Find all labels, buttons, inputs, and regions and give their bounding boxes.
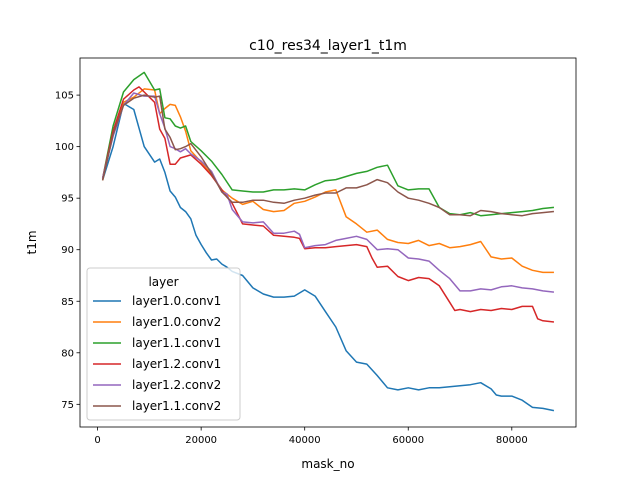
y-axis-ticks: 75 80 85 90 95 100 105	[55, 91, 80, 411]
y-tick-label: 95	[61, 194, 74, 205]
y-tick-label: 105	[55, 91, 74, 102]
legend-box	[86, 267, 241, 421]
y-tick-label: 100	[55, 142, 74, 153]
x-axis-label: mask_no	[301, 457, 354, 471]
x-tick-label: 0	[94, 435, 100, 446]
legend-title: layer	[148, 275, 178, 289]
series-line-3	[101, 71, 555, 217]
chart-title: c10_res34_layer1_t1m	[249, 38, 407, 54]
legend-label-6: layer1.1.conv2	[132, 399, 221, 413]
series-line-1	[101, 102, 555, 412]
x-tick-label: 40000	[289, 435, 321, 446]
legend: layer layer1.0.conv1layer1.0.conv2layer1…	[86, 267, 241, 421]
series-line-6	[101, 94, 555, 217]
legend-label-3: layer1.1.conv1	[132, 336, 221, 350]
y-tick-label: 80	[61, 348, 74, 359]
axes-frame	[79, 57, 577, 428]
series-line-4	[101, 86, 555, 323]
legend-label-2: layer1.0.conv2	[132, 315, 221, 329]
x-axis-ticks: 0 20000 40000 60000 80000	[94, 427, 528, 446]
x-tick-label: 60000	[392, 435, 424, 446]
legend-items: layer1.0.conv1 layer1.0.conv2 layer1.1.con…	[93, 294, 221, 413]
series-lines	[101, 71, 555, 412]
y-axis-label: t1m	[25, 230, 39, 254]
legend-label-1: layer1.0.conv1	[132, 294, 221, 308]
y-tick-label: 90	[61, 245, 74, 256]
y-tick-label: 75	[61, 400, 74, 411]
y-tick-label: 85	[61, 297, 74, 308]
series-line-2	[101, 88, 554, 274]
legend-label-5: layer1.2.conv2	[132, 378, 221, 392]
x-tick-label: 20000	[185, 435, 217, 446]
x-tick-label: 80000	[496, 435, 528, 446]
series-line-5	[101, 92, 555, 293]
plot-area-border	[79, 57, 577, 428]
legend-label-4: layer1.2.conv1	[132, 357, 221, 371]
